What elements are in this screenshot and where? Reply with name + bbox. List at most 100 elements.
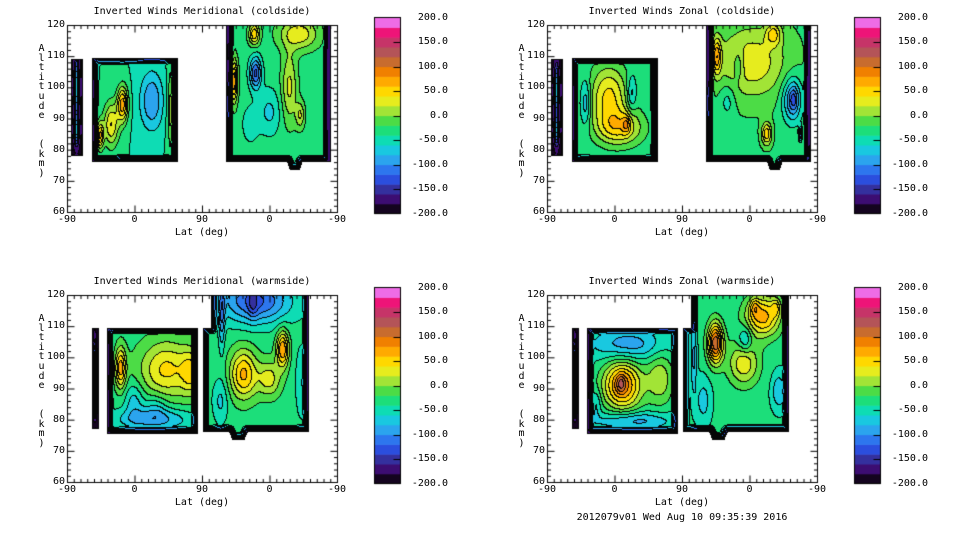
x-tick-label: -90 xyxy=(327,484,347,495)
colorbar-tick-label: -200.0 xyxy=(411,207,448,219)
y-tick-label: 90 xyxy=(52,382,65,394)
colorbar-tick-label: 200.0 xyxy=(897,11,928,23)
x-tick-label: 0 xyxy=(611,214,618,225)
colorbar-tick-label: -100.0 xyxy=(411,428,448,440)
x-tick-label: 90 xyxy=(675,214,689,225)
contour-plot-canvas xyxy=(480,0,960,270)
x-tick-label: 0 xyxy=(746,484,753,495)
y-tick-label: 100 xyxy=(526,351,545,363)
y-tick-label: 70 xyxy=(52,174,65,186)
y-tick-label: 110 xyxy=(526,50,545,62)
x-tick-label: 90 xyxy=(675,484,689,495)
colorbar-tick-label: 150.0 xyxy=(897,36,928,47)
y-tick-label: 70 xyxy=(532,174,545,186)
y-tick-label: 110 xyxy=(46,320,65,332)
y-tick-label: 60 xyxy=(532,476,545,487)
x-tick-label: 0 xyxy=(131,484,138,495)
panel-zonal-warmside: Inverted Winds Zonal (warmside) A l t i … xyxy=(480,270,960,540)
y-tick-label: 120 xyxy=(46,289,65,300)
colorbar-tick-label: 100.0 xyxy=(417,60,448,72)
x-tick-label: -90 xyxy=(537,484,557,495)
y-axis-label: A l t i t u d e ( k m ) xyxy=(38,313,45,449)
colorbar-tick-label: -200.0 xyxy=(891,477,928,489)
x-axis-label: Lat (deg) xyxy=(654,497,710,508)
colorbar-tick-label: 100.0 xyxy=(897,330,928,342)
colorbar-tick-label: -200.0 xyxy=(411,477,448,489)
panel-zonal-coldside: Inverted Winds Zonal (coldside) A l t i … xyxy=(480,0,960,270)
y-tick-label: 80 xyxy=(52,413,65,425)
colorbar-tick-label: -100.0 xyxy=(891,158,928,170)
contour-plot-canvas xyxy=(0,0,480,270)
y-tick-label: 100 xyxy=(46,351,65,363)
y-tick-label: 100 xyxy=(46,81,65,93)
colorbar-tick-label: 50.0 xyxy=(903,355,928,366)
y-tick-label: 60 xyxy=(52,476,65,487)
colorbar-tick-label: 200.0 xyxy=(417,11,448,23)
y-axis-label: A l t i t u d e ( k m ) xyxy=(518,313,525,449)
x-tick-label: 0 xyxy=(611,484,618,495)
colorbar-tick-label: 150.0 xyxy=(897,306,928,317)
x-tick-label: -90 xyxy=(57,484,77,495)
x-tick-label: -90 xyxy=(327,214,347,225)
x-tick-label: 0 xyxy=(266,214,273,225)
colorbar-tick-label: 100.0 xyxy=(417,330,448,342)
y-tick-label: 60 xyxy=(532,206,545,217)
timestamp-caption: 2012079v01 Wed Aug 10 09:35:39 2016 xyxy=(576,512,788,523)
colorbar-tick-label: 150.0 xyxy=(417,36,448,47)
colorbar-tick-label: 0.0 xyxy=(429,379,448,391)
panel-title: Inverted Winds Zonal (warmside) xyxy=(588,276,776,287)
y-tick-label: 70 xyxy=(532,444,545,456)
colorbar-tick-label: -150.0 xyxy=(891,183,928,194)
colorbar-tick-label: 50.0 xyxy=(423,85,448,96)
contour-plot-canvas xyxy=(480,270,960,540)
x-axis-label: Lat (deg) xyxy=(174,497,230,508)
x-tick-label: 0 xyxy=(746,214,753,225)
colorbar-tick-label: -50.0 xyxy=(417,404,448,415)
y-tick-label: 60 xyxy=(52,206,65,217)
colorbar-tick-label: -200.0 xyxy=(891,207,928,219)
x-axis-label: Lat (deg) xyxy=(654,227,710,238)
x-tick-label: -90 xyxy=(807,214,827,225)
colorbar-tick-label: 50.0 xyxy=(903,85,928,96)
x-tick-label: -90 xyxy=(807,484,827,495)
y-tick-label: 80 xyxy=(52,143,65,155)
x-tick-label: 90 xyxy=(195,484,209,495)
y-axis-label: A l t i t u d e ( k m ) xyxy=(518,43,525,179)
contour-plot-canvas xyxy=(0,270,480,540)
y-tick-label: 110 xyxy=(46,50,65,62)
x-tick-label: 90 xyxy=(195,214,209,225)
y-tick-label: 90 xyxy=(532,382,545,394)
colorbar-tick-label: -150.0 xyxy=(891,453,928,464)
y-tick-label: 120 xyxy=(46,19,65,30)
y-tick-label: 100 xyxy=(526,81,545,93)
y-tick-label: 120 xyxy=(526,289,545,300)
y-axis-label: A l t i t u d e ( k m ) xyxy=(38,43,45,179)
colorbar-tick-label: 200.0 xyxy=(897,281,928,293)
colorbar-tick-label: -50.0 xyxy=(897,404,928,415)
x-tick-label: 0 xyxy=(131,214,138,225)
panel-title: Inverted Winds Meridional (warmside) xyxy=(93,276,311,287)
colorbar-tick-label: 0.0 xyxy=(429,109,448,121)
y-tick-label: 80 xyxy=(532,143,545,155)
colorbar-tick-label: -150.0 xyxy=(411,453,448,464)
colorbar-tick-label: 150.0 xyxy=(417,306,448,317)
colorbar-tick-label: -100.0 xyxy=(891,428,928,440)
y-tick-label: 90 xyxy=(532,112,545,124)
colorbar-tick-label: -50.0 xyxy=(417,134,448,145)
x-tick-label: -90 xyxy=(57,214,77,225)
panel-meridional-coldside: Inverted Winds Meridional (coldside) A l… xyxy=(0,0,480,270)
x-tick-label: -90 xyxy=(537,214,557,225)
x-axis-label: Lat (deg) xyxy=(174,227,230,238)
colorbar-tick-label: 50.0 xyxy=(423,355,448,366)
colorbar-tick-label: 100.0 xyxy=(897,60,928,72)
colorbar-tick-label: -50.0 xyxy=(897,134,928,145)
x-tick-label: 0 xyxy=(266,484,273,495)
panel-meridional-warmside: Inverted Winds Meridional (warmside) A l… xyxy=(0,270,480,540)
colorbar-tick-label: -150.0 xyxy=(411,183,448,194)
colorbar-tick-label: 200.0 xyxy=(417,281,448,293)
panel-title: Inverted Winds Meridional (coldside) xyxy=(93,6,311,17)
y-tick-label: 90 xyxy=(52,112,65,124)
colorbar-tick-label: -100.0 xyxy=(411,158,448,170)
y-tick-label: 120 xyxy=(526,19,545,30)
